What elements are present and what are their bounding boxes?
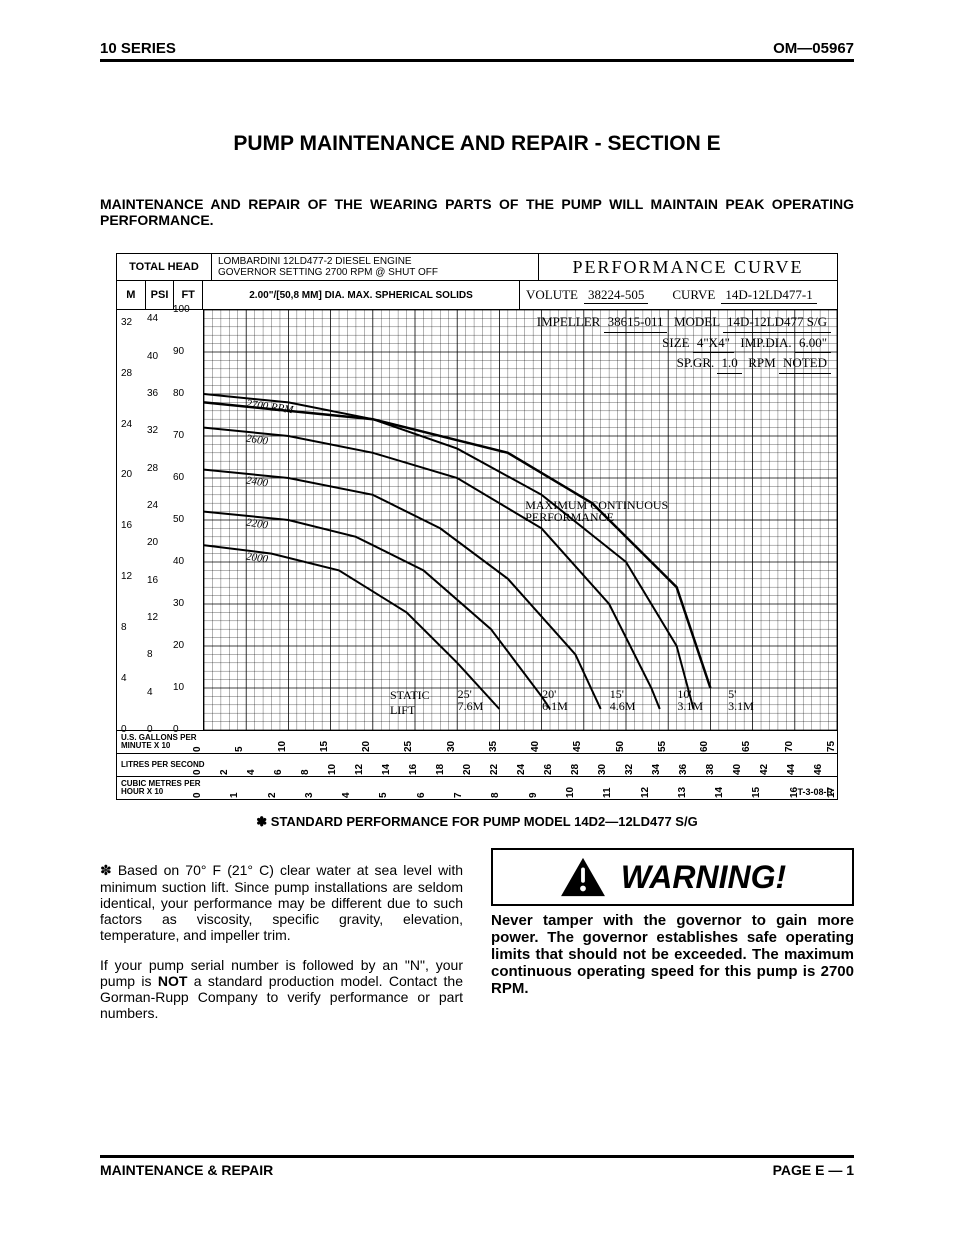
warning-box: WARNING!	[491, 848, 854, 906]
static-lift-labels: STATIC LIFT	[390, 688, 430, 718]
chart-performance-title: PERFORMANCE CURVE	[539, 254, 837, 280]
static-lift-entry: 5'3.1M	[728, 688, 754, 712]
page-footer: MAINTENANCE & REPAIR PAGE E — 1	[100, 1155, 854, 1178]
performance-chart: TOTAL HEAD LOMBARDINI 12LD477-2 DIESEL E…	[116, 253, 838, 800]
spgr-value: 1.0	[717, 353, 741, 374]
size-value: 4"X4"	[693, 333, 734, 354]
chart-xaxis: U.S. GALLONS PER MINUTE X 10 05101520253…	[117, 730, 837, 799]
impeller-label: IMPELLER	[537, 314, 601, 329]
left-p2: If your pump serial number is followed b…	[100, 957, 463, 1021]
curve-value: 14D-12LD477-1	[721, 287, 816, 304]
model-value: 14D-12LD477 S/G	[723, 312, 831, 333]
size-label: SIZE	[662, 335, 689, 350]
static-lift-entry: 15'4.6M	[610, 688, 636, 712]
rpm-label: 2000	[246, 550, 269, 565]
chart-plot-area: IMPELLER 38615-011 MODEL 14D-12LD477 S/G…	[204, 310, 837, 730]
page-header: 10 SERIES OM—05967	[100, 40, 854, 62]
warning-icon	[559, 856, 607, 898]
footer-right: PAGE E — 1	[773, 1162, 854, 1178]
max-continuous-label: MAXIMUM CONTINUOUS PERFORMANCE	[525, 499, 668, 523]
chart-solids: 2.00"/[50,8 MM] DIA. MAX. SPHERICAL SOLI…	[203, 281, 520, 309]
static-lift-entry: 25'7.6M	[458, 688, 484, 712]
chart-engine-line1: LOMBARDINI 12LD477-2 DIESEL ENGINE	[218, 256, 412, 267]
chart-engine-cell: LOMBARDINI 12LD477-2 DIESEL ENGINE GOVER…	[212, 254, 539, 280]
header-left: 10 SERIES	[100, 40, 176, 57]
static-lift-entry: 10'3.1M	[677, 688, 703, 712]
impeller-value: 38615-011	[604, 312, 668, 333]
chart-caption: ✽ STANDARD PERFORMANCE FOR PUMP MODEL 14…	[100, 814, 854, 830]
right-column: WARNING! Never tamper with the governor …	[491, 848, 854, 1035]
lps-label: LITRES PER SECOND	[117, 761, 207, 769]
volute-value: 38224-505	[584, 287, 648, 304]
chart-unit-headers: M PSI FT	[117, 281, 203, 309]
unit-m: M	[117, 281, 146, 309]
chart-yaxis: 322824201612840 444036322824201612840 10…	[117, 310, 204, 730]
chart-engine-line2: GOVERNOR SETTING 2700 RPM @ SHUT OFF	[218, 267, 438, 278]
intro-text: MAINTENANCE AND REPAIR OF THE WEARING PA…	[100, 196, 854, 228]
rpminfo-value: NOTED	[779, 353, 831, 374]
warning-body: Never tamper with the governor to gain m…	[491, 912, 854, 997]
unit-psi: PSI	[146, 281, 175, 309]
impdia-value: 6.00"	[795, 333, 831, 354]
volute-label: VOLUTE	[526, 287, 578, 303]
static-lift-entry: 20'6.1M	[542, 688, 568, 712]
warning-title: WARNING!	[621, 859, 786, 896]
curve-label: CURVE	[672, 287, 715, 303]
chart-total-head-label: TOTAL HEAD	[117, 254, 212, 280]
left-p1: ✽ Based on 70° F (21° C) clear water at …	[100, 862, 463, 943]
chart-info-box: IMPELLER 38615-011 MODEL 14D-12LD477 S/G…	[537, 312, 831, 374]
footer-left: MAINTENANCE & REPAIR	[100, 1162, 273, 1178]
drawing-number: T-3-08-R	[797, 787, 833, 797]
left-column: ✽ Based on 70° F (21° C) clear water at …	[100, 848, 463, 1035]
model-label: MODEL	[674, 314, 720, 329]
spgr-label: SP.GR.	[677, 355, 715, 370]
chart-volute-row: VOLUTE 38224-505 CURVE 14D-12LD477-1	[520, 281, 837, 309]
impdia-label: IMP.DIA.	[740, 335, 791, 350]
section-title: PUMP MAINTENANCE AND REPAIR - SECTION E	[100, 132, 854, 156]
rpminfo-label: RPM	[748, 355, 775, 370]
header-right: OM—05967	[773, 40, 854, 57]
